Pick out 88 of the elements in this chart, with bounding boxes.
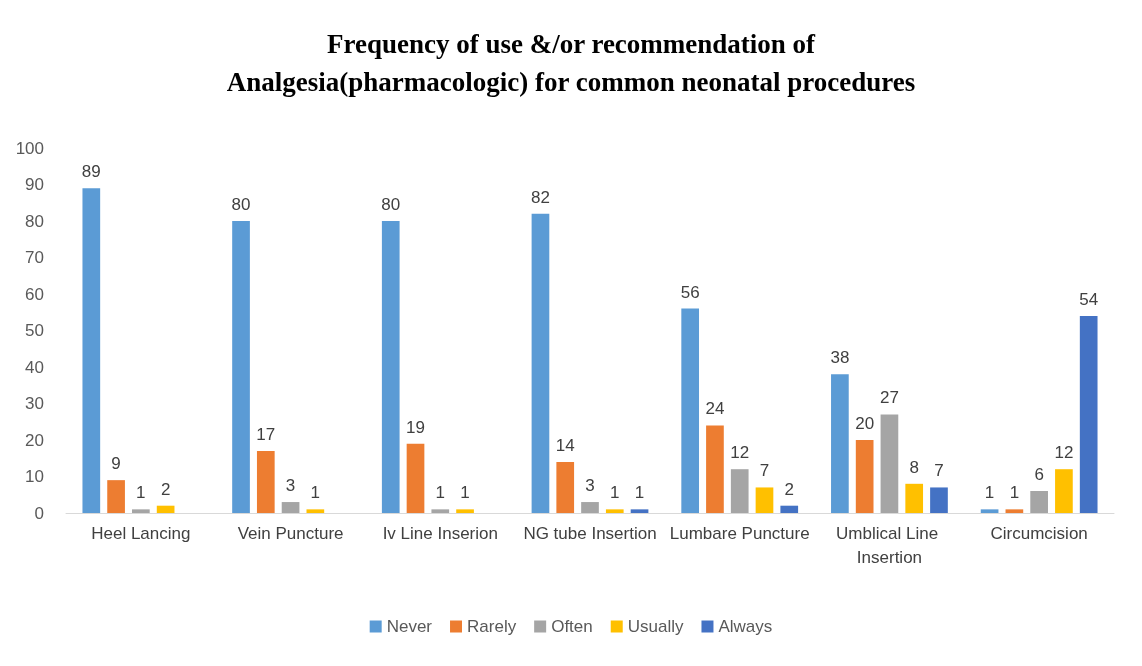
y-tick-label: 30: [25, 394, 44, 413]
bar: [82, 188, 101, 513]
bar: [605, 509, 624, 513]
data-label: 20: [855, 414, 875, 433]
data-label: 24: [705, 399, 725, 419]
bar: [556, 461, 575, 513]
data-label: 56: [680, 282, 700, 302]
y-tick-label: 50: [25, 321, 44, 340]
data-label: 12: [1054, 443, 1074, 463]
bar: [880, 414, 899, 513]
data-label: 6: [1034, 465, 1044, 485]
x-tick-label: Heel Lancing: [91, 523, 191, 543]
y-tick-label: 80: [25, 211, 44, 231]
bar: [456, 509, 474, 513]
data-label: 27: [879, 388, 899, 408]
bar: [905, 483, 924, 513]
legend-label: Rarely: [467, 617, 517, 636]
x-tick-label: Lumbare Puncture: [669, 523, 810, 543]
legend-label: Often: [551, 617, 593, 636]
y-tick-label: 100: [15, 138, 44, 158]
bar: [156, 505, 175, 513]
bar: [132, 509, 150, 513]
bar: [855, 440, 874, 513]
data-label: 14: [555, 435, 575, 455]
data-label: 7: [934, 461, 944, 481]
legend-label: Always: [718, 617, 773, 636]
bar: [755, 487, 774, 513]
bar: [730, 469, 749, 513]
y-tick-label: 20: [25, 430, 44, 450]
data-label: 1: [310, 483, 321, 503]
bar: [306, 509, 325, 513]
x-tick-label: Circumcision: [990, 523, 1088, 543]
bar: [930, 487, 948, 513]
data-label: 80: [231, 195, 251, 214]
bar: [531, 213, 550, 513]
x-tick-label: Iv Line Inserion: [382, 523, 498, 543]
data-label: 8: [909, 457, 919, 477]
bar: [780, 505, 799, 513]
data-label: 2: [160, 479, 171, 499]
bar: [581, 502, 599, 513]
bar: [281, 502, 300, 513]
x-tick-label: Vein Puncture: [237, 523, 344, 543]
data-label: 1: [984, 483, 995, 503]
data-label: 19: [406, 417, 425, 437]
data-label: 1: [634, 483, 645, 503]
y-tick-label: 90: [25, 175, 44, 194]
chart-title: Frequency of use &/or recommendation of Analgesia(pharmacologic) for common neonatal procedures: [226, 29, 916, 97]
bar: [256, 450, 275, 513]
data-label: 1: [460, 483, 470, 503]
bar: [107, 480, 125, 513]
bar: [406, 443, 425, 513]
data-label: 1: [435, 483, 446, 503]
data-label: 54: [1079, 289, 1099, 309]
x-tick-label: Umblical Line Insertion: [836, 523, 943, 567]
data-label: 82: [531, 187, 550, 207]
bar: [831, 374, 849, 513]
data-label: 38: [830, 348, 850, 368]
bar: [1079, 315, 1098, 513]
y-tick-label: 70: [25, 248, 44, 267]
x-tick-label: NG tube Insertion: [523, 523, 657, 543]
bar: [681, 308, 700, 513]
data-label: 17: [256, 424, 276, 444]
bar: [1030, 491, 1048, 513]
y-tick-label: 60: [25, 284, 44, 304]
y-tick-label: 40: [25, 357, 44, 377]
legend-label: Usually: [627, 617, 684, 636]
y-tick-label: 10: [25, 467, 44, 486]
data-label: 9: [111, 454, 121, 474]
data-label: 3: [285, 476, 296, 496]
bar: [630, 509, 649, 513]
data-label: 1: [610, 483, 620, 503]
bar: [980, 509, 999, 513]
data-label: 1: [136, 483, 146, 503]
bar: [1055, 469, 1073, 513]
data-label: 2: [784, 479, 794, 499]
y-tick-label: 0: [34, 503, 44, 523]
data-label: 12: [730, 443, 750, 463]
data-label: 80: [381, 195, 401, 214]
bar: [431, 509, 450, 513]
bar: [706, 425, 724, 513]
bar: [232, 221, 250, 513]
legend-label: Never: [386, 617, 433, 636]
data-label: 89: [81, 162, 101, 182]
data-label: 7: [759, 461, 770, 481]
data-label: 1: [1009, 483, 1020, 503]
bar: [1005, 509, 1024, 513]
data-label: 3: [585, 476, 595, 496]
bar: [381, 221, 400, 513]
